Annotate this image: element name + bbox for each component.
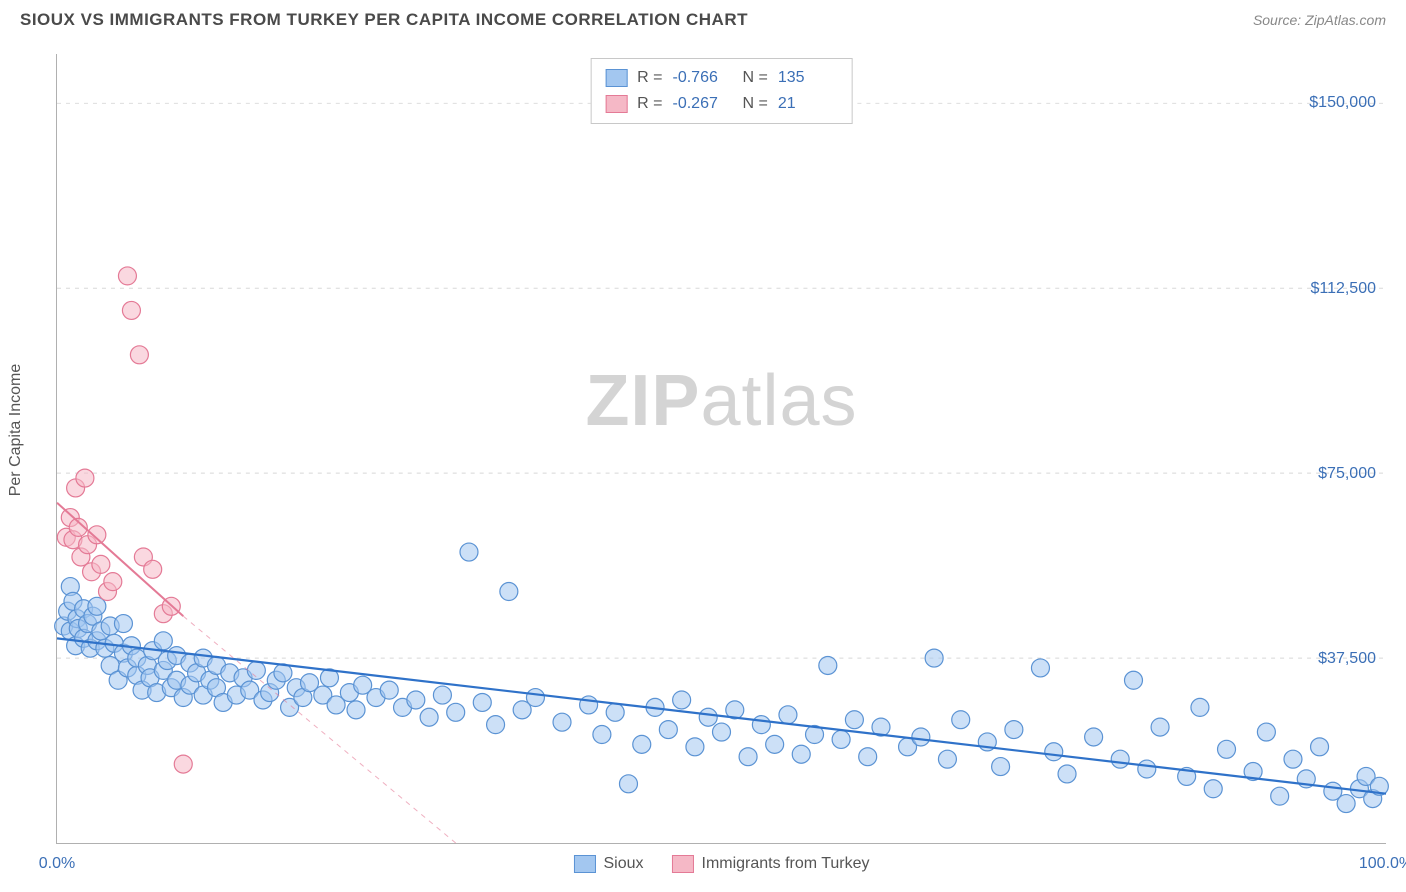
source-prefix: Source: xyxy=(1253,12,1305,28)
n-value-sioux: 135 xyxy=(778,65,838,91)
n-value-turkey: 21 xyxy=(778,91,838,117)
y-tick-label: $75,000 xyxy=(1318,465,1376,483)
n-label: N = xyxy=(743,91,768,117)
legend-label-turkey: Immigrants from Turkey xyxy=(702,855,870,873)
source-name: ZipAtlas.com xyxy=(1305,12,1386,28)
r-label: R = xyxy=(637,65,662,91)
legend-swatch-sioux xyxy=(573,855,595,873)
series-legend: Sioux Immigrants from Turkey xyxy=(573,855,869,873)
scatter-svg xyxy=(57,54,1386,843)
r-value-sioux: -0.766 xyxy=(673,65,733,91)
legend-swatch-turkey xyxy=(672,855,694,873)
correlation-row-sioux: R = -0.766 N = 135 xyxy=(605,65,838,91)
swatch-sioux xyxy=(605,69,627,87)
swatch-turkey xyxy=(605,95,627,113)
correlation-row-turkey: R = -0.267 N = 21 xyxy=(605,91,838,117)
y-axis-title: Per Capita Income xyxy=(7,364,25,497)
chart-plot-area: ZIPatlas R = -0.766 N = 135 R = -0.267 N… xyxy=(56,54,1386,844)
source-attribution: Source: ZipAtlas.com xyxy=(1253,12,1386,28)
x-tick-min: 0.0% xyxy=(39,855,75,873)
legend-item-turkey: Immigrants from Turkey xyxy=(672,855,870,873)
y-tick-label: $112,500 xyxy=(1310,280,1376,298)
chart-title: SIOUX VS IMMIGRANTS FROM TURKEY PER CAPI… xyxy=(20,10,748,30)
chart-header: SIOUX VS IMMIGRANTS FROM TURKEY PER CAPI… xyxy=(0,0,1406,36)
y-tick-label: $150,000 xyxy=(1309,94,1376,112)
legend-item-sioux: Sioux xyxy=(573,855,643,873)
legend-label-sioux: Sioux xyxy=(603,855,643,873)
x-tick-max: 100.0% xyxy=(1359,855,1406,873)
y-tick-label: $37,500 xyxy=(1318,650,1376,668)
r-label: R = xyxy=(637,91,662,117)
correlation-legend: R = -0.766 N = 135 R = -0.267 N = 21 xyxy=(590,58,853,124)
n-label: N = xyxy=(743,65,768,91)
r-value-turkey: -0.267 xyxy=(673,91,733,117)
